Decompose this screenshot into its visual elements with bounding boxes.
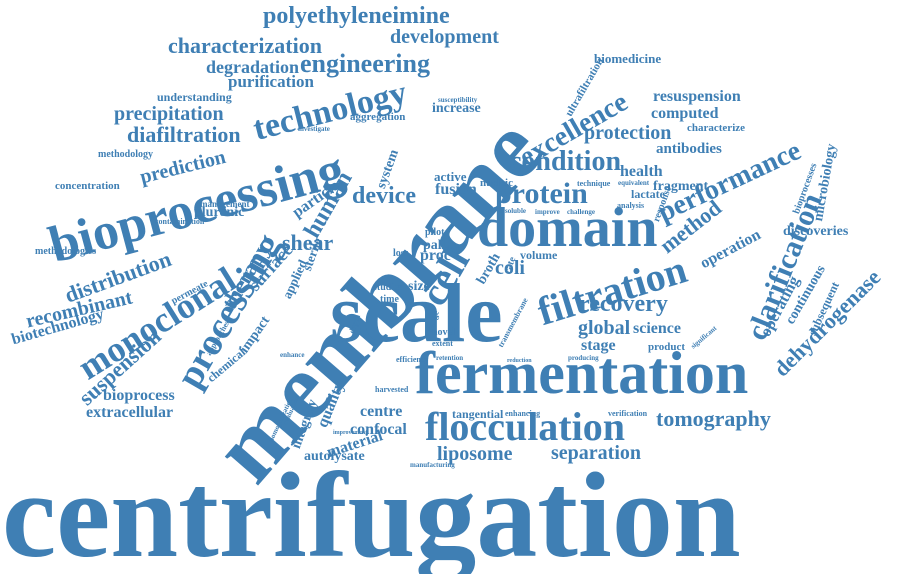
- word-protection: protection: [584, 122, 672, 144]
- word-purification: purification: [228, 72, 314, 91]
- word-scale: scale: [330, 267, 503, 360]
- word-tomography: tomography: [656, 406, 771, 431]
- word-centrifugation: centrifugation: [2, 448, 741, 574]
- word-proc: proc: [420, 247, 451, 264]
- word-extent: extent: [432, 339, 453, 348]
- word-coli: coli: [495, 257, 525, 279]
- word-flocculation: flocculation: [425, 404, 625, 449]
- word-methodologies: methodologies: [35, 246, 97, 257]
- word-condition: condition: [509, 146, 622, 177]
- word-fragment: fragment: [653, 179, 709, 194]
- word-recovery: recovery: [579, 291, 668, 317]
- word-understanding: understanding: [157, 90, 232, 104]
- word-diafiltration: diafiltration: [127, 122, 241, 147]
- word-retention: retention: [436, 354, 464, 362]
- word-volume: volume: [520, 248, 558, 262]
- word-improvement: improvement: [333, 430, 368, 436]
- word-harvested: harvested: [375, 385, 409, 394]
- word-fusion: fusion: [435, 181, 477, 198]
- word-separation: separation: [551, 442, 641, 464]
- word-microbiology: microbiology: [811, 142, 840, 223]
- word-technique: technique: [577, 179, 611, 188]
- word-science: science: [633, 320, 681, 337]
- word-extracellular: extracellular: [86, 404, 174, 421]
- word-product: product: [648, 341, 686, 353]
- word-enhancing: enhancing: [505, 409, 541, 418]
- word-manufacturing: manufacturing: [410, 461, 455, 469]
- word-pilot: pilot: [425, 227, 445, 238]
- word-investigate: investigate: [298, 125, 330, 133]
- word-polyethyleneimine: polyethyleneimine: [263, 3, 450, 29]
- word-producing: producing: [568, 354, 599, 362]
- word-active: active: [434, 169, 467, 184]
- word-degradation: degradation: [206, 57, 300, 77]
- word-autolysate: autolysate: [304, 449, 365, 464]
- word-shear: shear: [282, 230, 334, 255]
- word-discoveries: discoveries: [783, 224, 849, 239]
- word-contamination: contamination: [155, 217, 205, 226]
- word-management: management: [200, 199, 250, 209]
- word-efficiency: efficiency: [396, 355, 429, 364]
- word-improve: improve: [535, 208, 560, 216]
- word-reduction: reduction: [507, 358, 532, 364]
- word-novel: novel: [432, 327, 455, 338]
- word-protein: protein: [495, 177, 588, 210]
- word-methodology: methodology: [98, 149, 153, 160]
- word-centre: centre: [360, 403, 403, 420]
- word-liposome: liposome: [437, 443, 513, 465]
- word-antibodies: antibodies: [656, 141, 722, 157]
- word-engineering: engineering: [300, 49, 430, 78]
- word-aggregation: aggregation: [350, 111, 406, 123]
- word-domain: domain: [477, 197, 658, 259]
- word-resuspension: resuspension: [653, 88, 741, 105]
- word-enhance: enhance: [280, 351, 305, 359]
- word-global: global: [578, 317, 631, 339]
- word-stage: stage: [581, 337, 616, 354]
- word-time: time: [380, 294, 399, 305]
- word-equivalent: equivalent: [618, 179, 650, 187]
- word-pluronic: pluronic: [194, 205, 245, 220]
- word-bioprocess: bioprocess: [103, 387, 175, 404]
- word-increase: increase: [432, 101, 481, 116]
- word-pall: pall: [423, 238, 446, 253]
- word-nucleic: nucleic: [480, 177, 513, 189]
- word-dead: dead: [446, 244, 461, 252]
- word-loss: loss: [393, 248, 409, 259]
- word-size: size: [408, 279, 430, 294]
- word-characterization: characterization: [168, 33, 322, 58]
- word-concentration: concentration: [55, 180, 120, 192]
- word-biomedicine: biomedicine: [594, 51, 662, 66]
- word-analysis: analysis: [617, 201, 645, 210]
- word-susceptibility: susceptibility: [438, 96, 478, 104]
- word-operation: operation: [697, 226, 764, 273]
- word-tangential: tangential: [452, 407, 504, 421]
- word-studies: studies: [373, 282, 403, 293]
- word-device: device: [352, 183, 416, 209]
- word-soluble: soluble: [505, 207, 527, 215]
- word-characterize: characterize: [687, 122, 746, 134]
- word-confocal: confocal: [350, 421, 407, 438]
- word-precipitation: precipitation: [114, 103, 224, 125]
- word-fermentation: fermentation: [415, 340, 749, 406]
- word-challenge: challenge: [567, 208, 595, 216]
- word-computed: computed: [651, 105, 719, 122]
- word-development: development: [390, 26, 499, 48]
- word-lactate: lactate: [631, 187, 665, 201]
- word-verification: verification: [608, 409, 648, 418]
- word-health: health: [620, 163, 663, 180]
